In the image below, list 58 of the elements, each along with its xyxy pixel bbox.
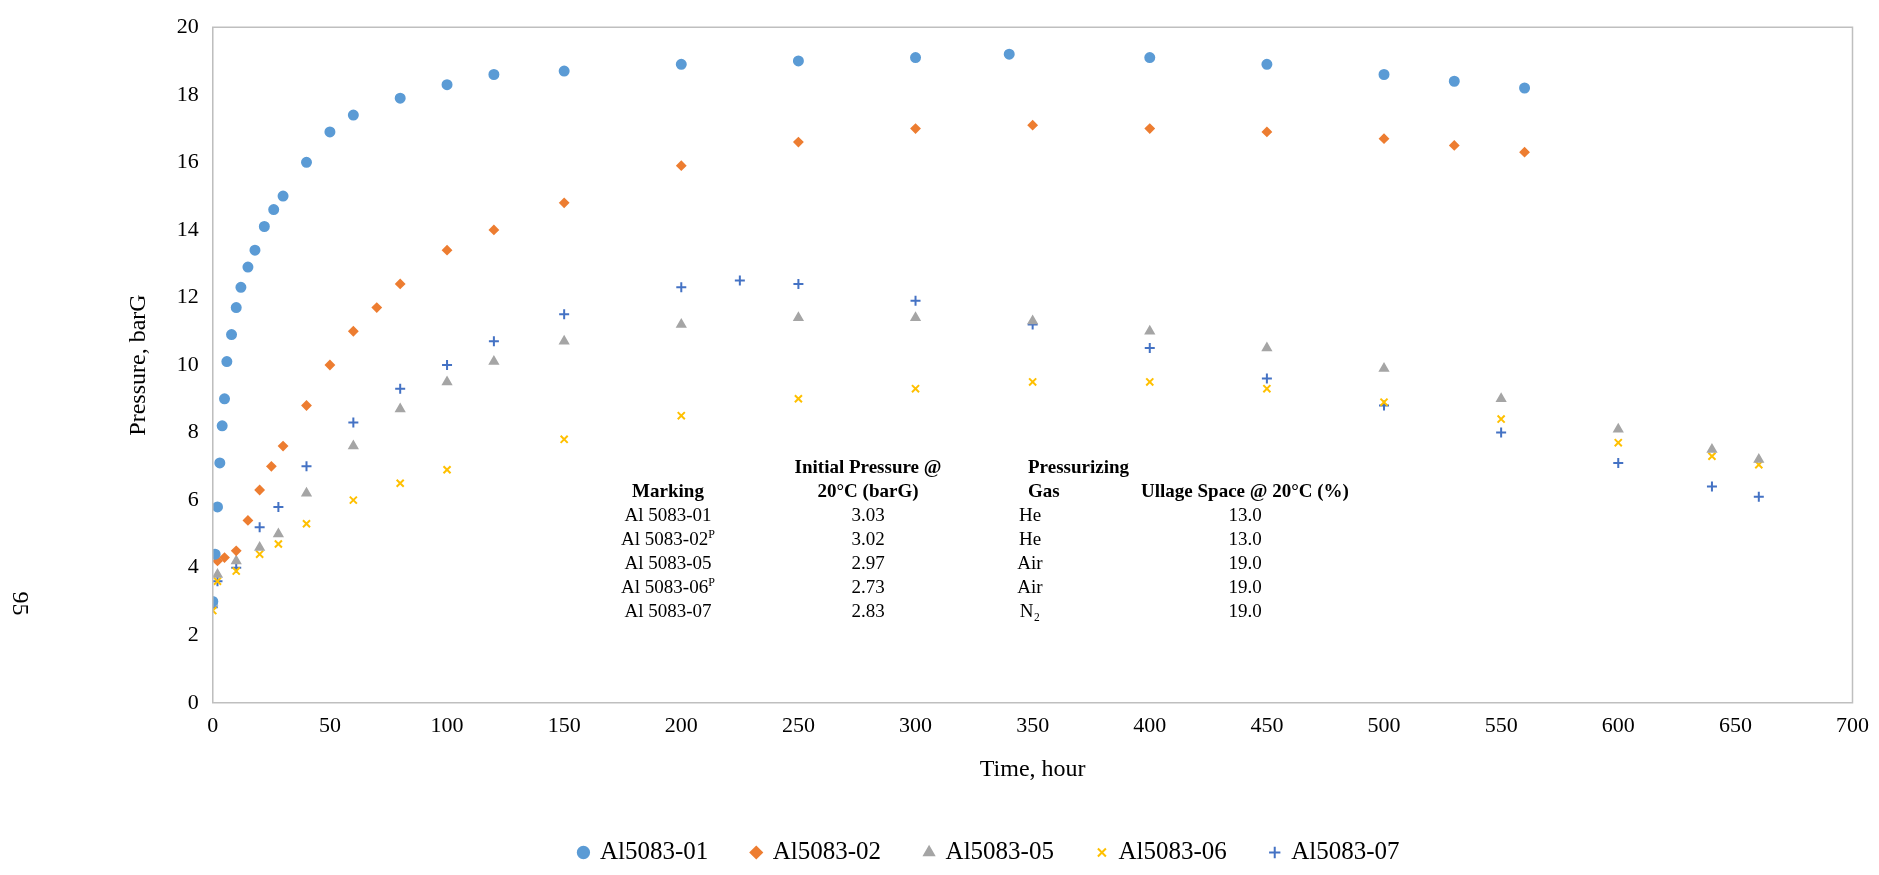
annotation: Air [1016, 575, 1044, 599]
y-tick-label: 18 [176, 80, 199, 106]
y-tick-label: 20 [176, 12, 199, 38]
y-tick-label: 2 [187, 621, 199, 647]
y-tick-label: 4 [187, 553, 199, 579]
y-tick-label: 10 [176, 350, 199, 376]
y-tick-label: 6 [187, 485, 199, 511]
annotation: 19.0 [1227, 551, 1263, 575]
annotation: He [1017, 527, 1043, 551]
y-tick-label: 12 [176, 283, 199, 309]
text: 95 [6, 591, 34, 616]
annotation: Al 5083-02$^{P}$ [620, 526, 716, 551]
x-tick-label: 650 [1718, 711, 1752, 737]
x-tick-label: 500 [1367, 711, 1401, 737]
legend-label: Al5083-06 [1118, 837, 1227, 865]
annotation: Al 5083-05 [623, 551, 713, 575]
legend-label: Al5083-07 [1291, 837, 1400, 865]
annotation: He [1017, 503, 1043, 527]
annotation: Marking [631, 479, 705, 503]
legend-label: Al5083-05 [945, 837, 1054, 865]
x-tick-label: 600 [1601, 711, 1635, 737]
annotation: 19.0 [1227, 599, 1263, 623]
annotation: 19.0 [1227, 575, 1263, 599]
annotation: 13.0 [1227, 527, 1263, 551]
x-tick-label: 200 [664, 711, 698, 737]
x-tick-label: 250 [781, 711, 815, 737]
x-axis-title: Time, hour [979, 754, 1086, 781]
annotation: Al 5083-06$^{P}$ [620, 574, 716, 599]
x-tick-label: 400 [1133, 711, 1167, 737]
x-tick-label: 550 [1484, 711, 1518, 737]
annotation: N₂ [1018, 599, 1042, 623]
x-tick-label: 150 [547, 711, 581, 737]
annotation: Initial Pressure @ 20°C (barG) [793, 455, 943, 503]
y-tick-label: 0 [187, 688, 199, 714]
x-tick-label: 0 [207, 711, 219, 737]
annotation: 3.03 [850, 503, 886, 527]
annotation: 2.97 [850, 551, 886, 575]
y-tick-label: 8 [187, 418, 199, 444]
x-tick-label: 300 [899, 711, 933, 737]
x-tick-label: 700 [1836, 711, 1869, 737]
annotation: Al 5083-01 [623, 503, 713, 527]
y-axis-title: Pressure, barG [123, 294, 150, 436]
annotation: Ullage Space @ 20°C (%) [1140, 479, 1350, 503]
x-tick-label: 50 [318, 711, 341, 737]
annotation: 13.0 [1227, 503, 1263, 527]
x-tick-label: 350 [1016, 711, 1050, 737]
y-tick-label: 14 [176, 215, 199, 241]
annotation: Pressurizing Gas [1027, 455, 1129, 503]
annotation: 3.02 [850, 527, 886, 551]
x-tick-label: 100 [430, 711, 464, 737]
legend-label: Al5083-01 [599, 837, 709, 865]
legend-label: Al5083-02 [772, 837, 882, 865]
y-tick-label: 16 [176, 148, 199, 174]
annotation: 2.83 [850, 599, 886, 623]
annotation: Air [1016, 551, 1044, 575]
annotation: Al 5083-07 [623, 599, 713, 623]
x-tick-label: 450 [1250, 711, 1284, 737]
annotation: 2.73 [850, 575, 886, 599]
